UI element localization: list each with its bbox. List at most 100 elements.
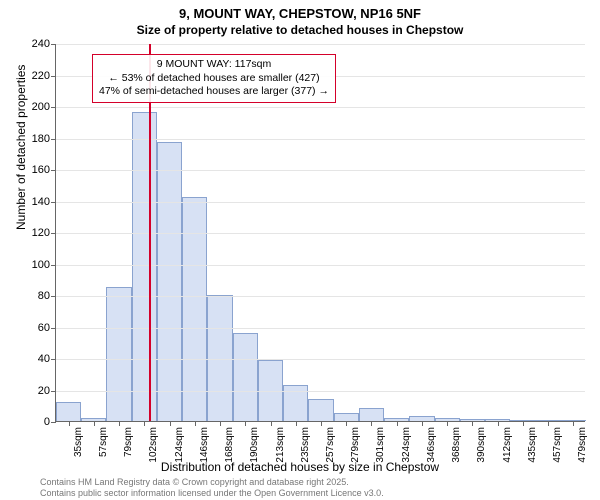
x-tick-mark xyxy=(220,421,221,426)
x-tick-label: 257sqm xyxy=(325,427,336,463)
histogram-bar xyxy=(182,197,207,421)
annotation-box: 9 MOUNT WAY: 117sqm← 53% of detached hou… xyxy=(92,54,336,103)
grid-line xyxy=(56,233,585,234)
x-tick-mark xyxy=(573,421,574,426)
grid-line xyxy=(56,170,585,171)
annotation-line: ← 53% of detached houses are smaller (42… xyxy=(99,72,329,86)
y-tick-mark xyxy=(51,44,56,45)
x-tick-label: 190sqm xyxy=(249,427,260,463)
x-tick-mark xyxy=(498,421,499,426)
y-tick-label: 240 xyxy=(32,38,50,50)
x-tick-label: 435sqm xyxy=(527,427,538,463)
y-tick-label: 40 xyxy=(38,353,50,365)
x-tick-label: 368sqm xyxy=(451,427,462,463)
y-tick-mark xyxy=(51,139,56,140)
histogram-bar xyxy=(56,402,81,421)
y-tick-label: 220 xyxy=(32,70,50,82)
histogram-bar xyxy=(106,287,131,421)
histogram-bar xyxy=(359,408,384,421)
annotation-line: 9 MOUNT WAY: 117sqm xyxy=(99,58,329,72)
x-tick-mark xyxy=(170,421,171,426)
histogram-bar xyxy=(233,333,258,421)
grid-line xyxy=(56,139,585,140)
footer-line-2: Contains public sector information licen… xyxy=(40,488,590,499)
page-subtitle: Size of property relative to detached ho… xyxy=(0,23,600,37)
chart-plot-area: 02040608010012014016018020022024035sqm57… xyxy=(55,44,585,422)
y-tick-mark xyxy=(51,202,56,203)
y-tick-label: 160 xyxy=(32,164,50,176)
x-tick-mark xyxy=(271,421,272,426)
x-tick-mark xyxy=(245,421,246,426)
x-axis-label: Distribution of detached houses by size … xyxy=(0,460,600,474)
y-tick-label: 80 xyxy=(38,290,50,302)
histogram-bar xyxy=(334,413,359,421)
footer-attribution: Contains HM Land Registry data © Crown c… xyxy=(40,477,590,500)
title-block: 9, MOUNT WAY, CHEPSTOW, NP16 5NF Size of… xyxy=(0,0,600,37)
page-title: 9, MOUNT WAY, CHEPSTOW, NP16 5NF xyxy=(0,6,600,21)
x-tick-mark xyxy=(371,421,372,426)
y-tick-label: 180 xyxy=(32,133,50,145)
y-tick-label: 100 xyxy=(32,259,50,271)
x-tick-mark xyxy=(94,421,95,426)
grid-line xyxy=(56,44,585,45)
y-tick-label: 0 xyxy=(44,416,50,428)
x-tick-label: 390sqm xyxy=(476,427,487,463)
x-tick-mark xyxy=(321,421,322,426)
x-tick-label: 412sqm xyxy=(502,427,513,463)
grid-line xyxy=(56,328,585,329)
x-tick-label: 102sqm xyxy=(148,427,159,463)
grid-line xyxy=(56,107,585,108)
y-tick-mark xyxy=(51,296,56,297)
x-tick-mark xyxy=(397,421,398,426)
x-tick-label: 235sqm xyxy=(300,427,311,463)
y-tick-mark xyxy=(51,233,56,234)
x-tick-mark xyxy=(346,421,347,426)
grid-line xyxy=(56,359,585,360)
x-tick-label: 35sqm xyxy=(73,427,84,457)
x-tick-label: 301sqm xyxy=(375,427,386,463)
x-tick-mark xyxy=(296,421,297,426)
grid-line xyxy=(56,265,585,266)
y-tick-label: 140 xyxy=(32,196,50,208)
y-tick-label: 60 xyxy=(38,322,50,334)
grid-line xyxy=(56,296,585,297)
y-tick-label: 120 xyxy=(32,227,50,239)
x-tick-mark xyxy=(144,421,145,426)
x-tick-label: 146sqm xyxy=(199,427,210,463)
y-tick-mark xyxy=(51,107,56,108)
y-tick-mark xyxy=(51,265,56,266)
x-tick-label: 79sqm xyxy=(123,427,134,457)
x-tick-label: 279sqm xyxy=(350,427,361,463)
grid-line xyxy=(56,202,585,203)
annotation-line: 47% of semi-detached houses are larger (… xyxy=(99,85,329,99)
x-tick-label: 57sqm xyxy=(98,427,109,457)
x-tick-mark xyxy=(447,421,448,426)
x-tick-mark xyxy=(548,421,549,426)
y-tick-mark xyxy=(51,170,56,171)
footer-line-1: Contains HM Land Registry data © Crown c… xyxy=(40,477,590,488)
grid-line xyxy=(56,391,585,392)
histogram-bar xyxy=(207,295,232,421)
x-tick-label: 324sqm xyxy=(401,427,412,463)
y-tick-mark xyxy=(51,328,56,329)
y-tick-mark xyxy=(51,422,56,423)
x-tick-mark xyxy=(195,421,196,426)
x-tick-mark xyxy=(472,421,473,426)
y-tick-label: 200 xyxy=(32,101,50,113)
x-tick-label: 346sqm xyxy=(426,427,437,463)
x-tick-mark xyxy=(69,421,70,426)
x-tick-mark xyxy=(119,421,120,426)
y-tick-mark xyxy=(51,391,56,392)
y-tick-label: 20 xyxy=(38,385,50,397)
y-tick-mark xyxy=(51,76,56,77)
histogram-bar xyxy=(132,112,157,421)
histogram-bar xyxy=(308,399,333,421)
x-tick-mark xyxy=(523,421,524,426)
y-axis-label: Number of detached properties xyxy=(14,65,28,230)
x-tick-label: 168sqm xyxy=(224,427,235,463)
y-tick-mark xyxy=(51,359,56,360)
x-tick-label: 213sqm xyxy=(275,427,286,463)
x-tick-label: 479sqm xyxy=(577,427,588,463)
x-tick-mark xyxy=(422,421,423,426)
histogram-bar xyxy=(157,142,182,421)
